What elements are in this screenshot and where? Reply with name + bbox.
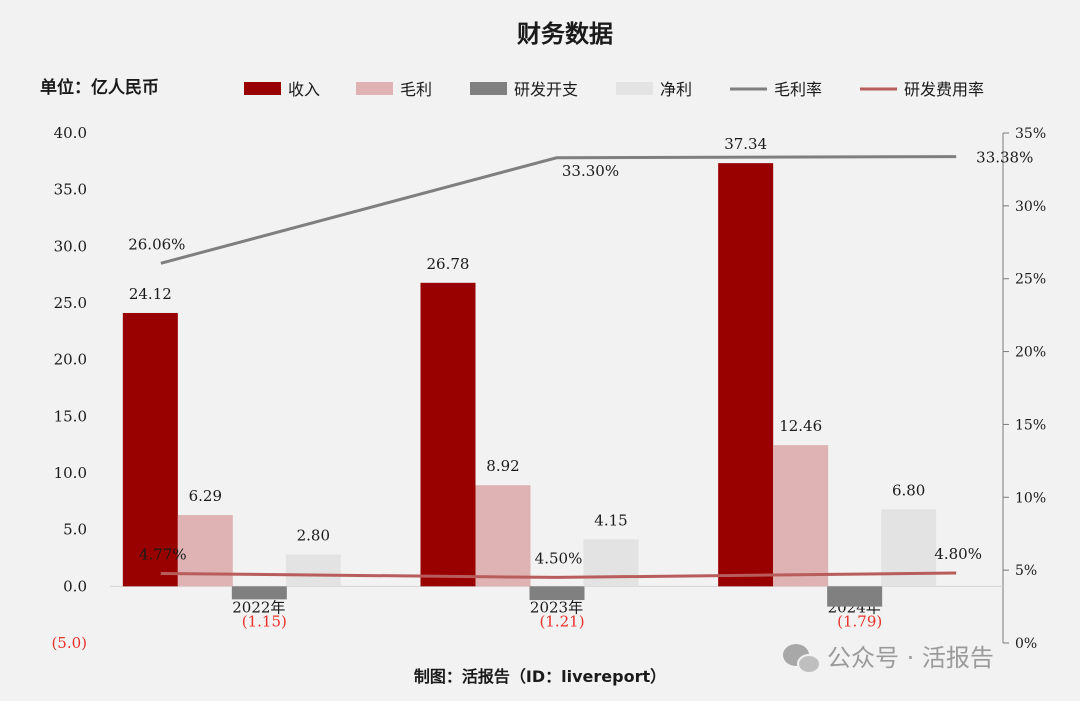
line-series-1	[160, 155, 957, 265]
y-left-tick-label: 40.0	[54, 124, 87, 142]
line-data-label: 4.80%	[934, 545, 982, 563]
line-data-label: 33.38%	[976, 149, 1033, 167]
y-right-tick-label: 30%	[1015, 199, 1046, 215]
x-category-label: 2022年	[232, 598, 285, 616]
bar-4	[583, 539, 639, 587]
y-left-tick-label: 30.0	[54, 237, 87, 255]
unit-label: 单位：亿人民币	[40, 77, 159, 98]
bar-data-label: 26.78	[427, 255, 470, 273]
y-right-tick-label: 20%	[1015, 345, 1046, 361]
x-category-label: 2023年	[530, 598, 583, 616]
line-series-2	[160, 571, 957, 579]
legend-swatch	[470, 82, 507, 95]
legend-swatch	[616, 82, 653, 95]
y-right-tick-label: 5%	[1015, 563, 1037, 579]
bar-1	[420, 282, 476, 587]
bar-1	[122, 312, 178, 587]
y-left-tick-label: 5.0	[63, 521, 87, 539]
y-right-tick-label: 10%	[1015, 490, 1046, 506]
bar-data-label: (1.15)	[242, 612, 287, 630]
y-left-tick-label: 0.0	[63, 577, 87, 595]
bar-data-label: 12.46	[779, 417, 822, 435]
legend-label: 净利	[660, 80, 692, 99]
data-labels: 24.12 26.78 37.34 6.29 8.92 12.46 (1.15) (1.21)…	[128, 135, 1033, 630]
y-right-tick-label: 35%	[1015, 126, 1046, 142]
y-left-tick-label: 35.0	[54, 181, 87, 199]
axes: 40.0 35.0 30.0 25.0 20.0 15.0 10.0 5.0 0.0 (5.0) 3…	[51, 124, 1046, 652]
bar-1	[718, 163, 774, 587]
bar-data-label: 8.92	[486, 457, 519, 475]
y-left-tick-label: 10.0	[54, 464, 87, 482]
lines	[160, 155, 957, 579]
watermark: 公众号 · 活报告	[783, 644, 994, 674]
bars	[122, 163, 937, 607]
bar-2	[773, 445, 829, 587]
bar-2	[475, 485, 531, 587]
bar-data-label: 24.12	[129, 285, 172, 303]
bar-data-label: (1.79)	[837, 612, 882, 630]
legend-label: 毛利率	[774, 80, 822, 99]
y-right-tick-label: 25%	[1015, 272, 1046, 288]
bar-3	[827, 586, 883, 607]
y-right-tick-label: 15%	[1015, 417, 1046, 433]
bar-data-label: 37.34	[724, 135, 767, 153]
y-left-tick-label: (5.0)	[51, 634, 87, 652]
legend-label: 毛利	[400, 80, 432, 99]
source-text: 制图：活报告（ID：livereport）	[414, 667, 666, 686]
y-right-tick-label: 0%	[1015, 636, 1037, 652]
legend: 收入 毛利 研发开支 净利 毛利率 研发费用率	[244, 80, 984, 99]
bar-data-label: 4.15	[594, 511, 627, 529]
y-left-tick-label: 15.0	[54, 407, 87, 425]
legend-label: 研发费用率	[904, 80, 984, 99]
chart-title: 财务数据	[517, 20, 613, 48]
bar-4	[285, 554, 341, 587]
legend-swatch	[356, 82, 393, 95]
bar-data-label: 6.29	[189, 487, 222, 505]
bar-data-label: (1.21)	[539, 612, 584, 630]
y-left-tick-label: 20.0	[54, 351, 87, 369]
legend-label: 研发开支	[514, 80, 578, 99]
line-data-label: 4.77%	[139, 545, 187, 563]
y-left-tick-label: 25.0	[54, 294, 87, 312]
bar-3	[231, 586, 287, 600]
line-data-label: 4.50%	[535, 549, 583, 567]
line-data-label: 33.30%	[562, 162, 619, 180]
watermark-text: 公众号 · 活报告	[827, 644, 994, 672]
line-data-label: 26.06%	[128, 235, 185, 253]
legend-swatch	[244, 82, 281, 95]
legend-label: 收入	[288, 80, 320, 99]
wechat-icon	[783, 644, 821, 674]
bar-data-label: 2.80	[297, 527, 330, 545]
bar-data-label: 6.80	[892, 481, 925, 499]
bar-3	[529, 586, 585, 601]
